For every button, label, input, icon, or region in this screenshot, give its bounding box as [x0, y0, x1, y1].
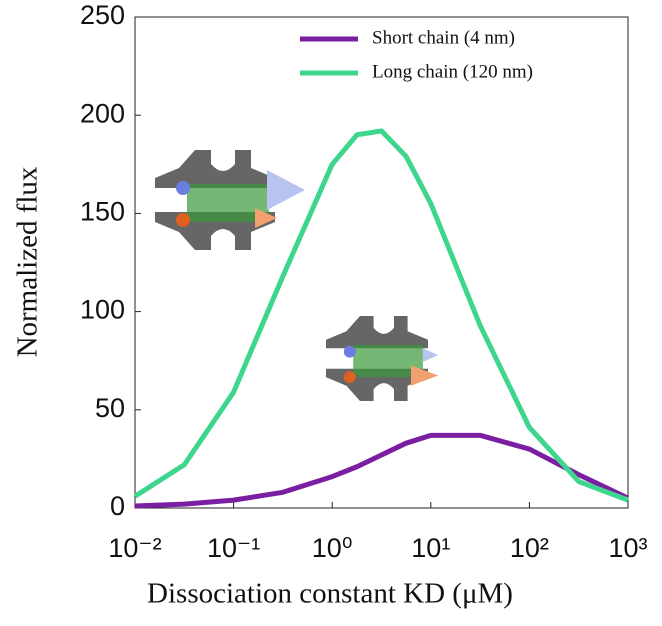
x-tick-label: 10¹: [411, 533, 450, 563]
y-tick-label: 200: [80, 98, 125, 128]
x-tick-label: 10⁻¹: [207, 533, 260, 563]
x-axis-label: Dissociation constant KD (μM): [147, 578, 513, 610]
y-tick-label: 150: [80, 197, 125, 227]
y-tick-label: 50: [95, 393, 125, 423]
series-line: [134, 432, 630, 509]
series-line: [133, 128, 629, 503]
y-tick-label: 250: [80, 0, 125, 30]
x-tick-label: 10²: [510, 533, 549, 563]
inset-icon: [155, 150, 305, 250]
x-tick-label: 10³: [608, 533, 647, 563]
y-tick-label: 100: [80, 295, 125, 325]
plot-frame: [134, 16, 629, 509]
legend-label: Long chain (120 nm): [372, 61, 533, 82]
y-axis-label: Normalized flux: [12, 166, 44, 357]
inset-icon: [326, 316, 439, 401]
x-tick-label: 10⁰: [312, 533, 353, 563]
x-tick-label: 10⁻²: [108, 533, 161, 563]
legend-label: Short chain (4 nm): [372, 27, 515, 48]
y-tick-label: 0: [110, 491, 125, 521]
